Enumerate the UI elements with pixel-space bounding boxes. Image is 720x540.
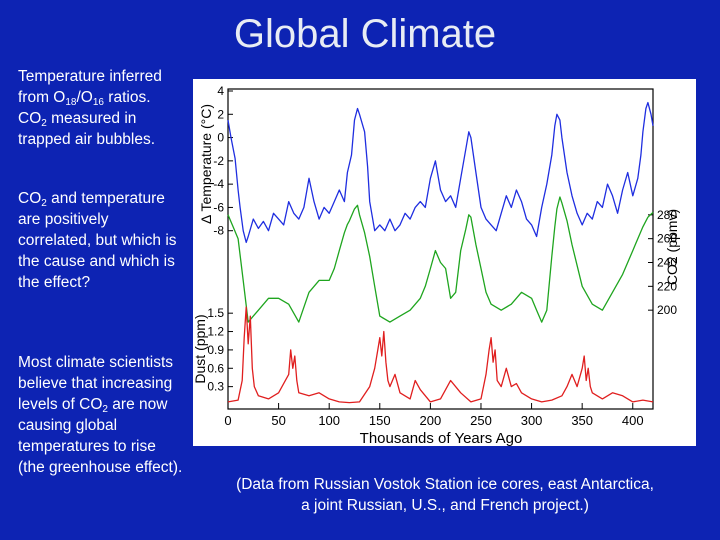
co2-axis-title: CO2 (ppmv) — [664, 209, 680, 285]
data-credit: (Data from Russian Vostok Station ice co… — [195, 474, 695, 516]
x-tick-label-6: 300 — [521, 413, 543, 428]
dust-series-line — [227, 306, 654, 404]
text-block-proxies: Temperature inferred from O18/O16 ratios… — [18, 66, 183, 150]
temperature-tick-label-6: -8 — [213, 224, 224, 238]
block1-sub-c: 2 — [41, 118, 47, 129]
block3-text-b: are now causing global temperatures to r… — [18, 396, 183, 476]
x-tick-label-4: 200 — [420, 413, 442, 428]
x-tick-label-3: 150 — [369, 413, 391, 428]
co2-tick-label-1: 260 — [657, 232, 677, 246]
block3-text-a: Most climate scientists believe that inc… — [18, 354, 174, 413]
co2-tick-label-3: 220 — [657, 279, 677, 293]
temperature-tick-label-2: 0 — [217, 131, 224, 145]
block3-sub-a: 2 — [102, 404, 108, 415]
block1-text-d: measured in trapped air bubbles. — [18, 110, 156, 148]
credit-line-1: (Data from Russian Vostok Station ice co… — [236, 476, 654, 493]
credit-line-2: a joint Russian, U.S., and French projec… — [301, 497, 589, 514]
co2-tick-label-0: 280 — [657, 208, 677, 222]
x-tick-label-2: 100 — [318, 413, 340, 428]
block2-text-a: CO — [18, 190, 42, 207]
text-block-greenhouse: Most climate scientists believe that inc… — [18, 352, 183, 478]
block1-text-a: Temperature inferred from O — [18, 68, 162, 106]
x-tick-label-1: 50 — [271, 413, 285, 428]
dust-tick-label-4: 0.3 — [207, 380, 224, 394]
block1-sub-b: 16 — [92, 97, 104, 108]
plot-frame — [227, 88, 654, 410]
x-tick-label-0: 0 — [224, 413, 231, 428]
block1-text-b: /O — [76, 89, 93, 106]
x-tick-label-5: 250 — [470, 413, 492, 428]
temperature-tick-label-0: 4 — [217, 84, 224, 98]
dust-tick-label-0: 1.5 — [207, 306, 224, 320]
block1-sub-a: 18 — [65, 97, 77, 108]
block2-text-b: and temperature are positively correlate… — [18, 190, 177, 291]
chart-panels: 4 2 0 -2 -4 -6 -8Δ Temperature (°C) 280 260 240 22… — [193, 84, 680, 404]
panel-co2: 280 260 240 220 200 CO2 (ppmv) — [227, 196, 680, 323]
co2-series-line — [227, 196, 654, 323]
temperature-series-line — [227, 101, 654, 244]
text-block-correlation: CO2 and temperature are positively corre… — [18, 188, 183, 293]
dust-tick-label-1: 1.2 — [207, 325, 224, 339]
temperature-tick-label-4: -4 — [213, 177, 224, 191]
x-axis-title: Thousands of Years Ago — [360, 430, 523, 446]
temperature-tick-label-1: 2 — [217, 107, 224, 121]
x-tick-label-8: 400 — [622, 413, 644, 428]
dust-tick-label-3: 0.6 — [207, 361, 224, 375]
temperature-tick-label-5: -6 — [213, 200, 224, 214]
x-axis: 0 50 100 150 200 250 300 350 400 — [224, 403, 644, 428]
vostok-chart: 0 50 100 150 200 250 300 350 400 4 2 0 -2 -4 -6 -8 Δ Te… — [193, 79, 696, 446]
x-tick-label-7: 350 — [571, 413, 593, 428]
slide-title: Global Climate — [233, 12, 497, 56]
co2-tick-label-2: 240 — [657, 256, 677, 270]
chart-svg: 0 50 100 150 200 250 300 350 400 4 2 0 -2 -4 -6 -8Δ Te… — [193, 84, 680, 446]
dust-tick-label-2: 0.9 — [207, 343, 224, 357]
dust-axis-title: Dust (ppm) — [193, 314, 208, 383]
block1-text-c: ratios. CO — [18, 89, 151, 127]
block2-sub-a: 2 — [41, 198, 47, 209]
temperature-tick-label-3: -2 — [213, 154, 224, 168]
temperature-axis-title: Δ Temperature (°C) — [198, 104, 214, 224]
co2-tick-label-4: 200 — [657, 303, 677, 317]
panel-temperature: 4 2 0 -2 -4 -6 -8Δ Temperature (°C) — [198, 84, 654, 244]
